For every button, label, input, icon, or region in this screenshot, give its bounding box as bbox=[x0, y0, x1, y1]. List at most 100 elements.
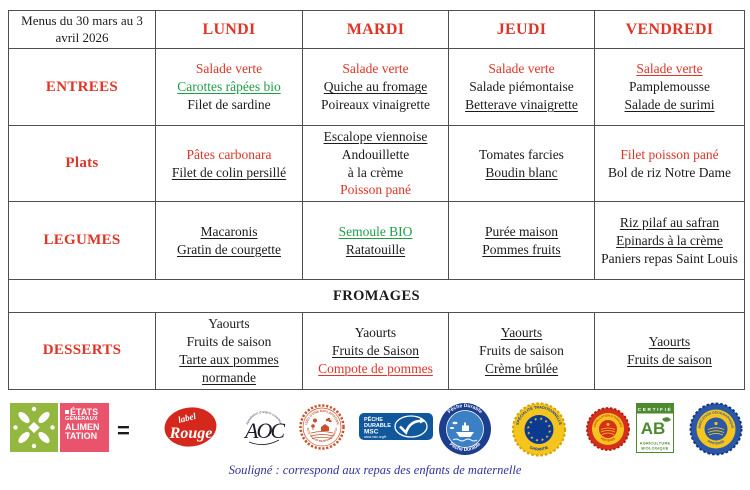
menu-cell: Yaourts Fruits de Saison Compote de pommes bbox=[302, 312, 449, 390]
etats-generaux-alimentation-logo: ÉTATS GÉNÉRAUX ALIMEN TATION bbox=[10, 403, 109, 452]
day-header-mardi: MARDI bbox=[302, 10, 449, 49]
svg-text:label: label bbox=[177, 411, 197, 425]
menu-cell: Macaronis Gratin de courgette bbox=[155, 201, 303, 281]
menu-item: Betterave vinaigrette bbox=[465, 96, 578, 112]
menu-cell: Purée maison Pommes fruits bbox=[448, 201, 595, 281]
menu-cell: Riz pilaf au safran Epinards à la crème Pa… bbox=[594, 201, 745, 281]
menu-item: à la crème bbox=[347, 164, 404, 180]
menu-item: Filet poisson pané bbox=[620, 146, 719, 162]
menu-item: Tarte aux pommes normande bbox=[179, 351, 279, 385]
menu-item: Salade verte bbox=[488, 61, 555, 77]
ega-bullet-icon bbox=[65, 410, 69, 414]
equals-sign: = bbox=[117, 418, 130, 443]
stg-label-icon: SPÉCIALITÉ TRADITIONNELLE GARANTIE ★ ★ ★… bbox=[511, 402, 567, 457]
menu-cell: Salade verte Quiche au fromage Poireaux vi… bbox=[302, 48, 449, 126]
category-label: LEGUMES bbox=[8, 201, 156, 281]
svg-text:www.msc.org/fr: www.msc.org/fr bbox=[364, 435, 387, 439]
menu-item: Fruits de Saison bbox=[331, 342, 419, 358]
day-header-vendredi: VENDREDI bbox=[594, 10, 745, 49]
menu-cell: Yaourts Fruits de saison Crème brûlée bbox=[448, 312, 595, 390]
table-row: DESSERTS Yaourts Fruits de saison Tarte aux… bbox=[8, 312, 745, 390]
igp-label-icon: INDICATION GÉOGRAPHIQUE PROTÉGÉE bbox=[689, 402, 743, 456]
svg-text:BIOLOGIQUE: BIOLOGIQUE bbox=[641, 447, 668, 451]
menu-table: Menus du 30 mars au 3 avril 2026 LUNDI M… bbox=[8, 10, 745, 390]
menu-item: Pommes fruits bbox=[482, 241, 561, 257]
menu-cell: Salade verte Pamplemousse Salade de surimi bbox=[594, 48, 745, 126]
svg-text:GARANTIE: GARANTIE bbox=[529, 445, 549, 451]
menu-item: Gratin de courgette bbox=[177, 241, 281, 257]
menu-item: Yaourts bbox=[208, 316, 250, 332]
menu-body: ENTREES Salade verte Carottes râpées bio Fi… bbox=[8, 48, 745, 390]
fromages-row-label: FROMAGES bbox=[8, 279, 745, 314]
menu-cell: Escalope viennoise Andouillette à la crème… bbox=[302, 124, 449, 203]
svg-text:DURABLE: DURABLE bbox=[364, 423, 391, 429]
svg-text:PROTÉGÉE: PROTÉGÉE bbox=[600, 436, 616, 442]
category-label: DESSERTS bbox=[8, 312, 156, 390]
menu-item: Tomates farcies bbox=[479, 146, 564, 162]
menu-item: Ratatouille bbox=[345, 241, 406, 257]
menu-cell: Pâtes carbonara Filet de colin persillé bbox=[155, 124, 303, 203]
menu-item: Salade de surimi bbox=[624, 96, 715, 112]
table-row: FROMAGES bbox=[8, 279, 745, 314]
menu-item: Escalope viennoise bbox=[323, 129, 428, 144]
hve-seal-icon: ISSU D'UNE EXPLOITATION HAUTE VALEUR ENV… bbox=[297, 402, 345, 450]
menu-cell: Filet poisson pané Bol de riz Notre Dame bbox=[594, 124, 745, 203]
menu-item: Salade verte bbox=[195, 61, 263, 77]
peche-durable-logo-icon: Pêche Durable Pêche Durable bbox=[439, 403, 491, 455]
menu-item: Fruits de saison bbox=[479, 342, 564, 358]
maternelle-underline-note: Souligné : correspond aux repas des enfa… bbox=[228, 463, 522, 477]
menu-cell: Yaourts Fruits de saison Tarte aux pommes … bbox=[155, 312, 303, 390]
table-row: Plats Pâtes carbonara Filet de colin persi… bbox=[8, 124, 745, 203]
menu-item: Andouillette bbox=[341, 146, 410, 162]
menu-item: Pâtes carbonara bbox=[186, 146, 272, 162]
menu-item: Filet de sardine bbox=[187, 96, 271, 112]
menu-item: Yaourts bbox=[354, 325, 397, 341]
msc-peche-durable-logo-icon: PÊCHE DURABLE MSC www.msc.org/fr bbox=[359, 413, 433, 440]
svg-text:PÊCHE: PÊCHE bbox=[364, 415, 383, 423]
menu-item: Macaronis bbox=[200, 223, 258, 239]
menu-item: Riz pilaf au safran bbox=[619, 215, 720, 231]
menu-item: Fruits de saison bbox=[186, 334, 272, 350]
menu-item: Poireaux vinaigrette bbox=[320, 96, 431, 112]
svg-text:MSC: MSC bbox=[364, 429, 379, 436]
category-label: Plats bbox=[8, 124, 156, 203]
menu-item: Paniers repas Saint Louis bbox=[601, 250, 738, 266]
menu-item: Crème brûlée bbox=[484, 360, 559, 376]
menu-item: Pamplemousse bbox=[629, 79, 710, 95]
ega-emblem-icon bbox=[10, 403, 58, 452]
table-row: LEGUMES Macaronis Gratin de courgette Semou… bbox=[8, 201, 745, 281]
menu-cell: Salade verte Salade piémontaise Betterave … bbox=[448, 48, 595, 126]
menu-item: Salade piémontaise bbox=[469, 79, 574, 95]
menu-item: Salade verte bbox=[342, 61, 409, 77]
menu-item: Semoule BIO bbox=[338, 223, 413, 239]
menu-week-title: Menus du 30 mars au 3 avril 2026 bbox=[8, 10, 156, 49]
svg-text:AGRICULTURE: AGRICULTURE bbox=[640, 442, 671, 446]
menu-item: Carottes râpées bio bbox=[177, 79, 281, 95]
menu-item: Filet de colin persillé bbox=[171, 164, 287, 180]
day-header-jeudi: JEUDI bbox=[448, 10, 595, 49]
ega-wordmark: ÉTATS GÉNÉRAUX ALIMEN TATION bbox=[60, 403, 109, 452]
menu-item: Epinards à la crème bbox=[616, 232, 723, 248]
svg-text:AB: AB bbox=[641, 419, 666, 438]
table-header-row: Menus du 30 mars au 3 avril 2026 LUNDI M… bbox=[8, 10, 745, 49]
menu-item: Yaourts bbox=[500, 325, 543, 341]
menu-item: Boudin blanc bbox=[485, 164, 558, 180]
ab-agriculture-biologique-logo-icon: CERTIFIÉ AB AGRICULTURE BIOLOGIQUE bbox=[636, 403, 674, 453]
svg-text:CERTIFIÉ: CERTIFIÉ bbox=[638, 405, 673, 413]
day-header-lundi: LUNDI bbox=[155, 10, 303, 49]
menu-cell: Tomates farcies Boudin blanc bbox=[448, 124, 595, 203]
labels-legend: ÉTATS GÉNÉRAUX ALIMEN TATION = label Rou… bbox=[0, 400, 750, 460]
menu-item: Yaourts bbox=[648, 334, 691, 350]
aoc-logo-icon: Appellation d'origine contrôlée AOC bbox=[243, 410, 287, 445]
category-label: ENTREES bbox=[8, 48, 156, 126]
aop-label-icon: APPELLATION D'ORIGINE PROTÉGÉE bbox=[586, 407, 630, 451]
menu-item: Purée maison bbox=[484, 223, 559, 239]
menu-item: Quiche au fromage bbox=[323, 79, 428, 95]
menu-cell: Salade verte Carottes râpées bio Filet de … bbox=[155, 48, 303, 126]
menu-item: Fruits de saison bbox=[627, 351, 712, 367]
menu-cell: Yaourts Fruits de saison bbox=[594, 312, 745, 390]
svg-text:AOC: AOC bbox=[243, 418, 285, 443]
menu-item: Poisson pané bbox=[340, 182, 411, 198]
table-row: ENTREES Salade verte Carottes râpées bio Fi… bbox=[8, 48, 745, 126]
svg-text:PROTÉGÉE: PROTÉGÉE bbox=[707, 439, 726, 446]
